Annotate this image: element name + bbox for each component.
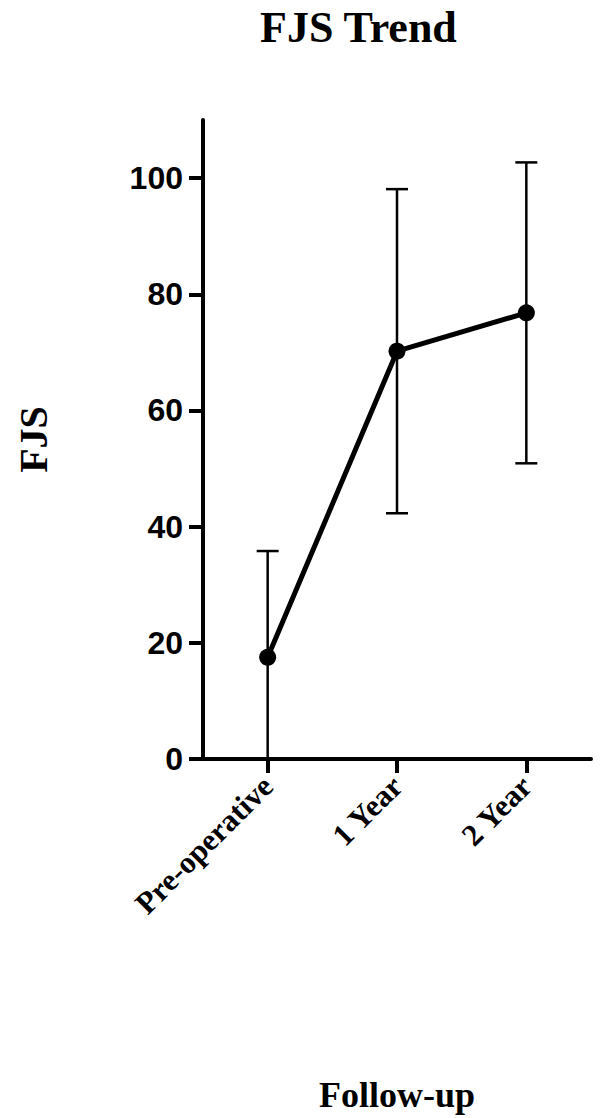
svg-text:40: 40 — [147, 509, 183, 545]
svg-text:80: 80 — [147, 276, 183, 312]
svg-text:2 Year: 2 Year — [455, 768, 539, 852]
svg-text:0: 0 — [165, 741, 183, 777]
svg-text:1 Year: 1 Year — [325, 768, 409, 852]
svg-text:Pre-operative: Pre-operative — [128, 769, 280, 921]
svg-text:60: 60 — [147, 392, 183, 428]
svg-text:FJS Trend: FJS Trend — [260, 3, 457, 52]
svg-text:Follow-up: Follow-up — [319, 1075, 475, 1115]
svg-text:FJS: FJS — [11, 406, 56, 473]
svg-text:20: 20 — [147, 625, 183, 661]
svg-text:100: 100 — [130, 160, 183, 196]
